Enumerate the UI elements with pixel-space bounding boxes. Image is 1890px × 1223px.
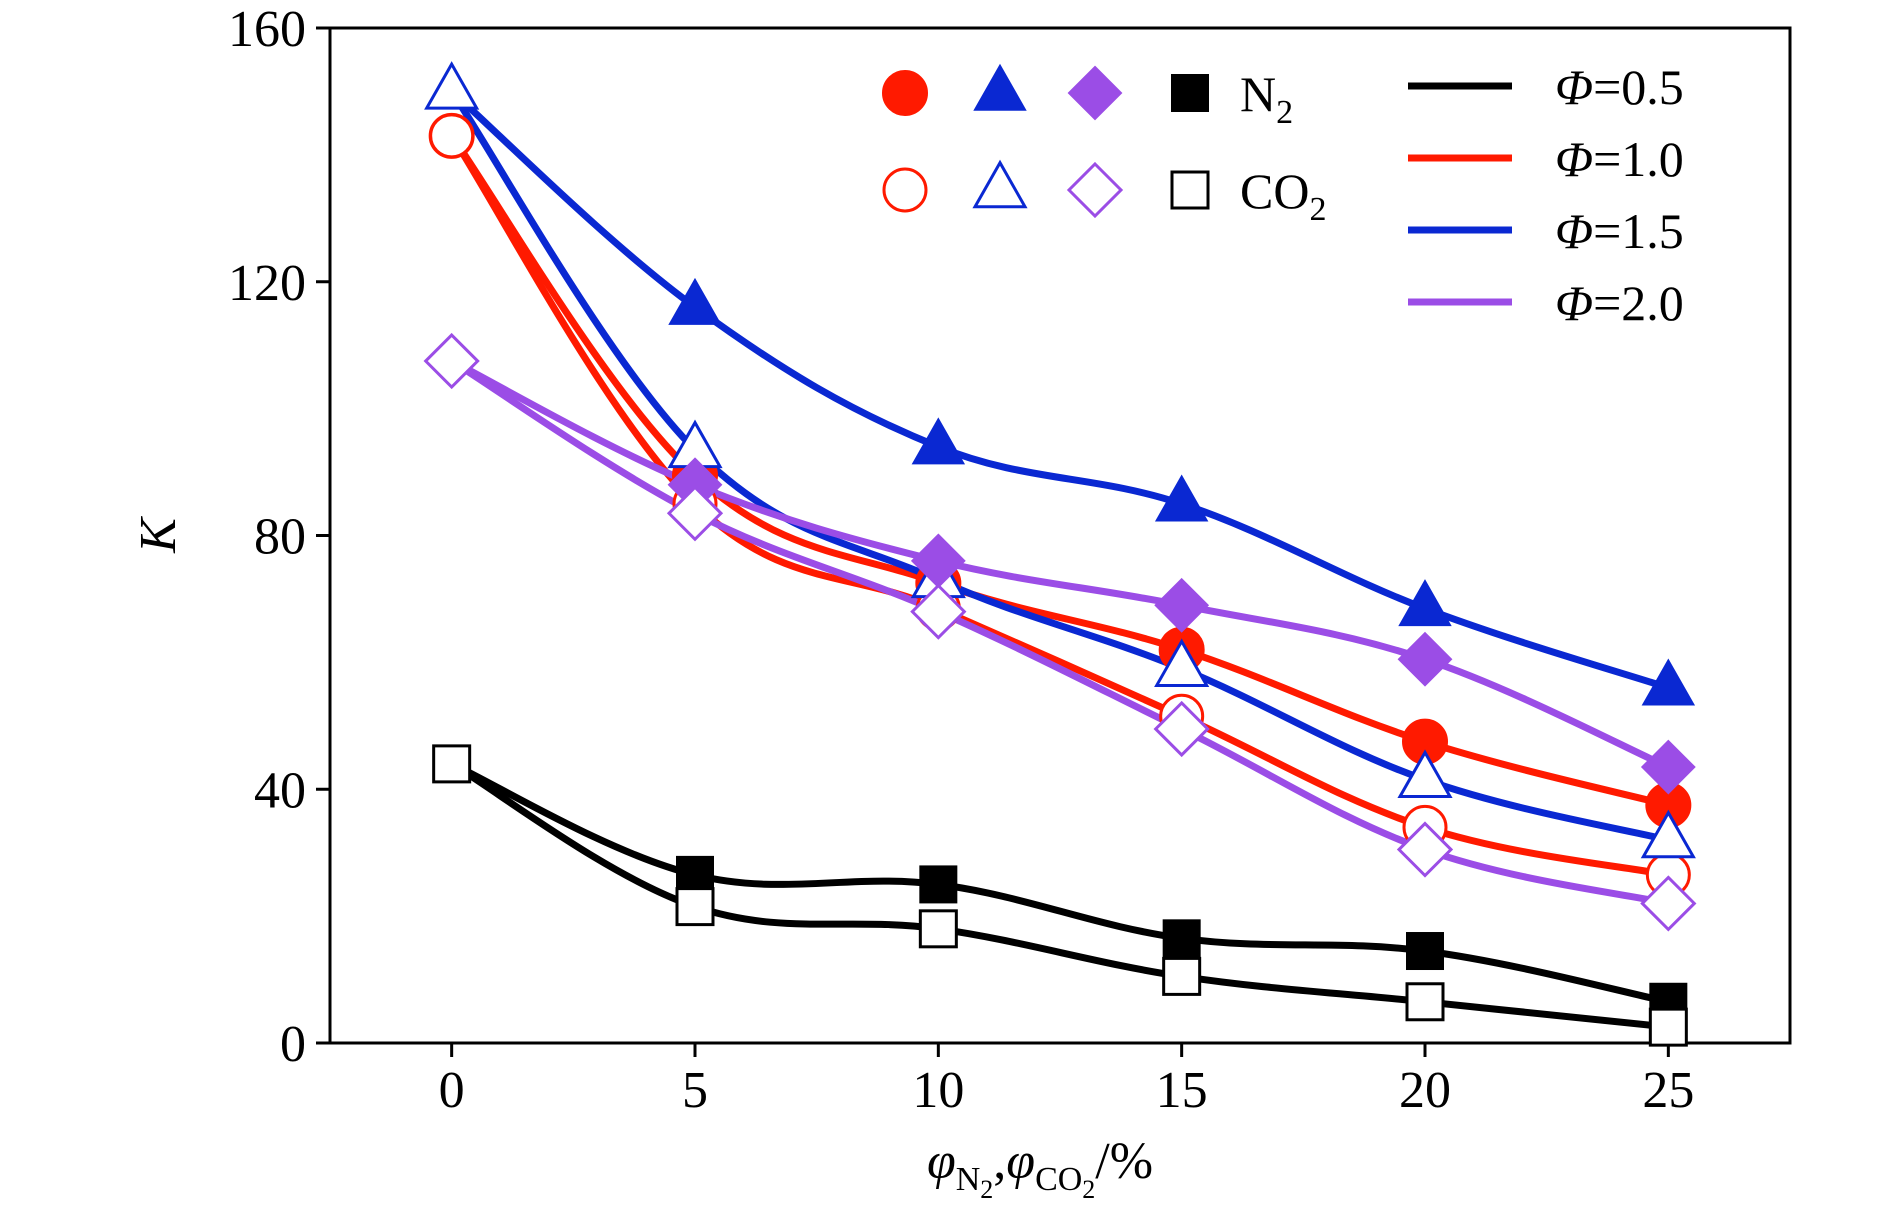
data-point-diamond-n2 [1397,631,1453,687]
data-point-triangle-n2 [668,277,722,325]
x-tick-label: 10 [912,1062,964,1119]
series-line-phi-1_0-co2 [448,132,1672,879]
legend-phi-value: =1.5 [1593,203,1684,259]
x-axis-title-part: φ [927,1133,956,1190]
y-tick-label: 40 [254,762,306,819]
data-point-triangle-n2 [1154,474,1209,522]
data-point-square-n2 [919,865,958,904]
data-point-square-co2 [1405,982,1445,1022]
series-line-phi-1_5-co2 [448,87,1672,844]
series-line-phi-0_5-n2 [448,760,1672,1006]
legend-phi-value: =2.0 [1593,275,1684,331]
y-tick-label: 160 [228,1,306,58]
data-point-diamond-co2 [1396,821,1454,878]
data-point-triangle-co2 [424,61,480,110]
data-point-diamond-co2 [423,332,480,390]
x-axis-title-subsubscript: 2 [980,1175,993,1204]
x-tick-label: 0 [439,1062,465,1119]
data-point-square-co2 [1162,956,1202,996]
x-axis-title-part: , [993,1133,1006,1190]
legend-phi-symbol: Φ [1555,203,1593,259]
data-point-square-n2 [676,855,714,894]
series-line-phi-1_5-n2 [448,87,1672,692]
legend-marker-square [1171,74,1209,112]
legend-label-subscript: 2 [1309,191,1326,228]
series-line-phi-2_0-co2 [448,357,1672,907]
legend-marker-circle [882,70,928,116]
series-markers-layer [423,61,1697,1047]
x-axis-title-subscript: CO [1035,1161,1082,1198]
y-tick-label: 80 [254,509,306,566]
legend-marker-triangle [972,159,1028,209]
legend-phi-symbol: Φ [1555,275,1593,331]
data-point-triangle-n2 [1641,658,1696,706]
y-axis-title: K [130,516,187,554]
legend-marker-diamond [1066,161,1124,219]
x-tick-label: 5 [682,1062,708,1119]
series-line-phi-1_0-n2 [448,132,1672,809]
legend-label-text: N [1240,66,1276,122]
legend-phi-value: =1.0 [1593,131,1684,187]
data-point-square-co2 [675,887,715,927]
data-point-circle-co2 [429,113,475,159]
legend-label-phi: Φ=0.5 [1555,59,1684,115]
legend-marker-diamond [1067,65,1123,121]
x-tick-label: 25 [1642,1062,1694,1119]
legend-phi-value: =0.5 [1593,59,1684,115]
legend-label-phi: Φ=1.0 [1555,131,1684,187]
data-point-diamond-co2 [910,583,967,640]
legend-marker-circle [882,167,928,213]
data-point-square-co2 [432,744,472,784]
x-axis-title-subsubscript: 2 [1082,1175,1095,1204]
legend-marker-square [1170,170,1210,210]
ticks-layer: 0 5 10 15 20 25 0 40 80 120 160 [228,1,1694,1119]
data-point-triangle-n2 [1398,579,1452,627]
legend-label-phi: Φ=2.0 [1555,275,1684,331]
x-tick-label: 15 [1156,1062,1208,1119]
data-point-triangle-co2 [1397,749,1453,798]
legend-phi-symbol: Φ [1555,59,1593,115]
data-point-diamond-co2 [666,485,724,542]
data-point-triangle-co2 [1154,638,1210,687]
data-point-triangle-co2 [1640,809,1696,859]
series-line-phi-2_0-n2 [448,357,1672,771]
series-line-phi-0_5-co2 [448,760,1672,1031]
data-point-square-co2 [918,909,958,949]
data-point-diamond-co2 [1640,875,1697,932]
data-point-triangle-n2 [911,417,966,465]
x-tick-label: 20 [1399,1062,1451,1119]
legend-label-n2: N2 [1240,66,1293,131]
x-axis-title: φN2,φCO2/% [927,1133,1153,1204]
data-point-diamond-n2 [1154,577,1210,633]
y-tick-label: 0 [280,1016,306,1073]
x-axis-title-subscript: N [956,1161,981,1198]
legend-label-phi: Φ=1.5 [1555,203,1684,259]
data-point-diamond-n2 [1640,739,1696,795]
legend-label-co2: CO2 [1240,163,1326,228]
data-point-square-n2 [1406,932,1444,971]
legend-label-subscript: 2 [1276,94,1293,131]
y-tick-label: 120 [228,255,306,312]
data-point-square-n2 [1162,919,1201,958]
x-axis-title-part: /% [1095,1133,1153,1190]
data-point-diamond-co2 [1153,700,1210,758]
x-axis-title-part: φ [1006,1133,1035,1190]
legend-label-text: CO [1240,163,1309,219]
legend-marker-triangle [973,63,1027,111]
legend-phi-symbol: Φ [1555,131,1593,187]
data-point-square-co2 [1648,1007,1688,1047]
